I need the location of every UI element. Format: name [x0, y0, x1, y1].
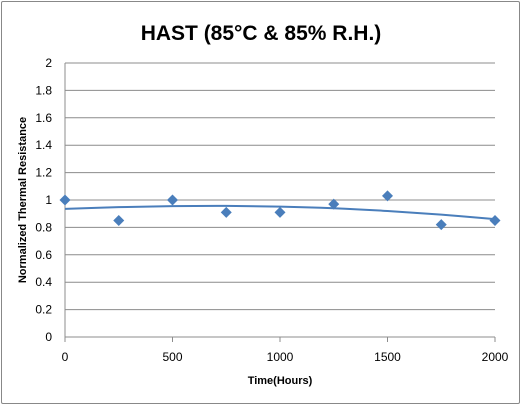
data-point	[489, 215, 501, 227]
data-point	[274, 206, 286, 218]
data-point	[220, 206, 232, 218]
data-point	[113, 215, 125, 227]
y-tick-label: 0.4	[35, 275, 52, 289]
x-axis-label: Time(Hours)	[248, 375, 313, 387]
data-point	[382, 190, 393, 202]
data-point	[435, 219, 447, 231]
data-point	[167, 194, 178, 206]
y-tick-label: 0.2	[35, 303, 52, 317]
x-tick-label: 0	[62, 350, 69, 364]
x-tick-label: 1000	[267, 350, 294, 364]
y-tick-labels: 0 0.2 0.4 0.6 0.8 1 1.2 1.4 1.6 1.8 2	[35, 56, 52, 344]
x-tick-label: 1500	[374, 350, 401, 364]
y-tick-label: 0	[45, 330, 52, 344]
data-point	[59, 194, 71, 206]
x-tick-label: 500	[162, 350, 182, 364]
data-points	[59, 190, 501, 231]
x-tick-labels: 0 500 1000 1500 2000	[62, 337, 509, 364]
gridlines	[65, 62, 495, 311]
y-tick-label: 0.8	[35, 220, 52, 234]
y-tick-label: 2	[45, 56, 52, 70]
x-tick-label: 2000	[482, 350, 509, 364]
chart-title: HAST (85°C & 85% R.H.)	[141, 22, 382, 45]
y-tick-label: 1.2	[35, 166, 52, 180]
y-tick-label: 0.6	[35, 248, 52, 262]
y-tick-label: 1.4	[35, 138, 52, 152]
y-tick-label: 1.6	[35, 111, 52, 125]
y-axis-label: Normalized Thermal Resistance	[17, 117, 29, 283]
y-tick-label: 1	[45, 193, 52, 207]
trendline	[64, 204, 496, 221]
y-tick-label: 1.8	[35, 83, 52, 97]
data-point	[328, 198, 340, 210]
